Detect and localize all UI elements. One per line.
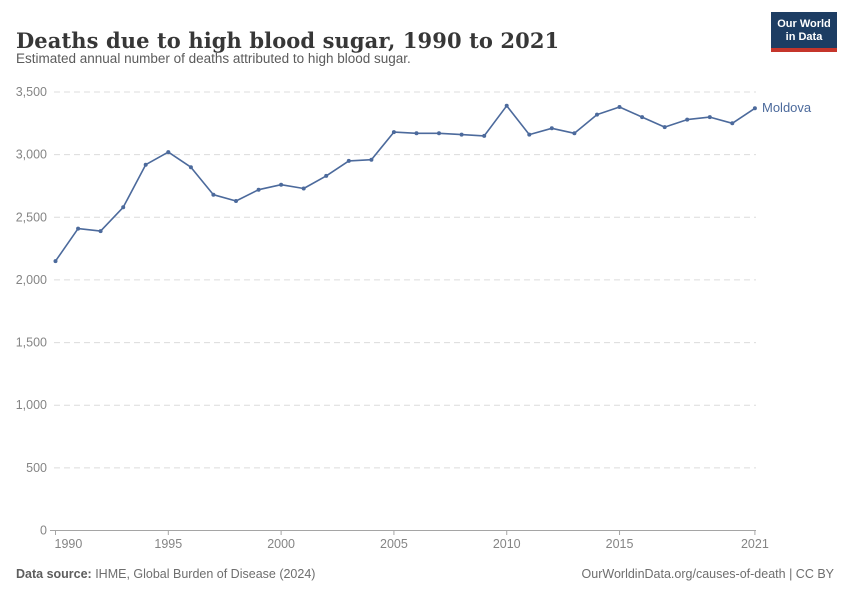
y-tick-label-2000: 2,000 (16, 273, 47, 287)
data-point-moldova-1996 (188, 165, 193, 170)
data-point-moldova-1995 (166, 150, 171, 155)
chart-subtitle: Estimated annual number of deaths attrib… (16, 51, 411, 66)
data-source: Data source: IHME, Global Burden of Dise… (16, 567, 315, 581)
data-point-moldova-2000 (279, 182, 284, 187)
data-point-moldova-1990 (53, 259, 58, 264)
y-tick-label-1000: 1,000 (16, 398, 47, 412)
data-point-moldova-2003 (346, 158, 351, 163)
x-tick-label-2015: 2015 (606, 537, 634, 551)
x-tick-label-2005: 2005 (380, 537, 408, 551)
data-point-moldova-2010 (504, 103, 509, 108)
data-point-moldova-2013 (572, 131, 577, 136)
y-tick-label-1500: 1,500 (16, 336, 47, 350)
chart-title: Deaths due to high blood sugar, 1990 to … (16, 28, 560, 54)
data-point-moldova-1998 (234, 199, 238, 203)
data-point-moldova-2007 (437, 131, 441, 136)
attribution: OurWorldinData.org/causes-of-death | CC … (582, 567, 834, 581)
data-point-moldova-2019 (707, 115, 712, 120)
data-point-moldova-2001 (301, 186, 306, 191)
data-point-moldova-2006 (414, 131, 419, 136)
data-point-moldova-2016 (640, 115, 645, 120)
data-source-value: IHME, Global Burden of Disease (2024) (91, 567, 316, 581)
x-tick-label-2021: 2021 (741, 537, 769, 551)
data-point-moldova-2020 (730, 121, 735, 126)
data-point-moldova-1993 (121, 205, 126, 210)
x-tick-label-2000: 2000 (267, 537, 295, 551)
y-tick-label-0: 0 (40, 524, 47, 538)
data-point-moldova-2009 (482, 133, 487, 138)
data-source-label: Data source: (16, 567, 92, 581)
license-text: | CC BY (785, 567, 834, 581)
data-point-moldova-2018 (685, 117, 690, 122)
data-point-moldova-1992 (98, 229, 103, 234)
data-point-moldova-2008 (459, 132, 464, 137)
y-tick-label-2500: 2,500 (16, 210, 47, 224)
data-point-moldova-2014 (595, 112, 599, 117)
data-point-moldova-2002 (324, 173, 329, 178)
owid-logo-line2: in Data (785, 31, 823, 44)
data-point-moldova-2021 (752, 106, 757, 111)
y-tick-label-3500: 3,500 (16, 85, 47, 99)
data-point-moldova-1999 (256, 187, 261, 192)
x-tick-label-1990: 1990 (55, 537, 83, 551)
data-point-moldova-2012 (549, 126, 554, 131)
y-tick-label-500: 500 (26, 461, 47, 475)
x-tick-label-2010: 2010 (493, 537, 521, 551)
data-point-moldova-2017 (662, 125, 667, 130)
data-point-moldova-2015 (617, 105, 622, 109)
data-point-moldova-2005 (391, 130, 396, 135)
series-label-moldova: Moldova (762, 100, 812, 116)
data-point-moldova-2011 (527, 132, 532, 137)
line-chart: 0 500 1,000 1,500 2,000 2,500 3,000 3,500 1990 19… (0, 80, 850, 560)
data-point-moldova-1994 (143, 162, 148, 167)
chart-canvas: 0 500 1,000 1,500 2,000 2,500 3,000 3,500 1990 19… (16, 85, 769, 551)
data-point-moldova-1991 (76, 226, 81, 231)
owid-logo-line1: Our World (777, 18, 831, 30)
x-tick-label-1995: 1995 (154, 537, 182, 551)
data-line-moldova (54, 104, 756, 262)
owid-logo: Our World in Data (771, 12, 837, 53)
data-point-moldova-2004 (369, 157, 374, 162)
data-point-moldova-1997 (211, 192, 216, 197)
owid-url-link[interactable]: OurWorldinData.org/causes-of-death (581, 567, 786, 581)
chart-footer: Data source: IHME, Global Burden of Dise… (16, 567, 834, 581)
y-tick-label-3000: 3,000 (16, 148, 47, 162)
